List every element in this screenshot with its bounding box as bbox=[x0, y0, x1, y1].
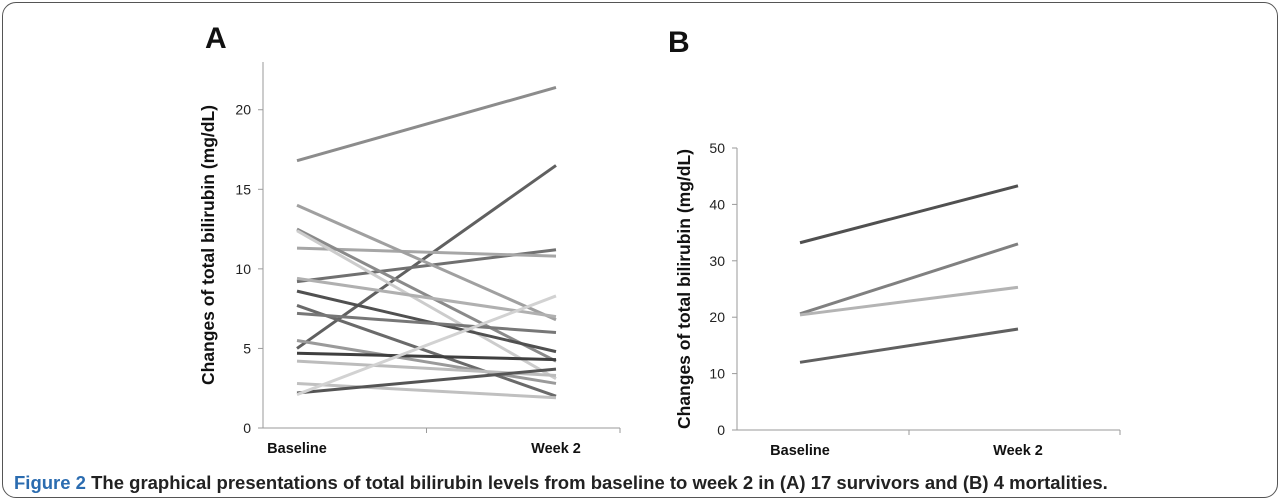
series-line bbox=[296, 227, 557, 363]
y-tick-label: 50 bbox=[709, 140, 725, 156]
caption-text: The graphical presentations of total bil… bbox=[91, 472, 1108, 493]
y-tick-label: 15 bbox=[235, 181, 251, 197]
y-tick-label: 30 bbox=[709, 253, 725, 269]
y-axis-label: Changes of total bilirubin (mg/dL) bbox=[674, 149, 694, 429]
panel-b: B 0 10 20 30 40 50 Baseline Week 2 Changes of tot… bbox=[668, 26, 1121, 459]
series-line bbox=[296, 338, 557, 385]
figure-caption: Figure 2 The graphical presentations of … bbox=[14, 472, 1108, 494]
series-line bbox=[296, 276, 557, 319]
y-tick-label: 20 bbox=[709, 309, 725, 325]
series-line bbox=[296, 289, 557, 354]
y-tick-label: 0 bbox=[243, 420, 251, 436]
series-line bbox=[296, 304, 557, 398]
x-tick-label: Week 2 bbox=[531, 441, 581, 457]
y-tick-label: 20 bbox=[235, 102, 251, 118]
y-tick-label: 10 bbox=[235, 261, 251, 277]
series-line bbox=[296, 203, 557, 322]
panel-letter: B bbox=[668, 26, 690, 59]
panel-a: A 0 5 10 15 20 Baseline Week 2 Changes of total … bbox=[198, 22, 621, 457]
x-tick-label: Baseline bbox=[770, 443, 830, 459]
caption-lead: Figure 2 bbox=[14, 472, 86, 493]
y-tick-label: 10 bbox=[709, 366, 725, 382]
series-line bbox=[296, 294, 557, 396]
series-line bbox=[799, 184, 1019, 245]
y-axis-label: Changes of total bilirubin (mg/dL) bbox=[198, 105, 218, 385]
x-tick-label: Week 2 bbox=[993, 443, 1043, 459]
panel-letter: A bbox=[205, 22, 227, 55]
y-tick-label: 0 bbox=[717, 422, 725, 438]
series-line bbox=[296, 367, 557, 395]
series-line bbox=[799, 327, 1019, 364]
y-tick-label: 5 bbox=[243, 340, 251, 356]
series-line bbox=[296, 229, 557, 380]
series-line bbox=[296, 351, 557, 362]
series-line bbox=[296, 381, 557, 400]
x-tick-label: Baseline bbox=[267, 441, 327, 457]
series-line bbox=[296, 86, 557, 163]
series-line bbox=[799, 242, 1019, 316]
figure-charts: A 0 5 10 15 20 Baseline Week 2 Changes of total … bbox=[198, 22, 1121, 459]
series-line bbox=[296, 311, 557, 335]
series-line bbox=[799, 285, 1019, 317]
y-tick-label: 40 bbox=[709, 196, 725, 212]
